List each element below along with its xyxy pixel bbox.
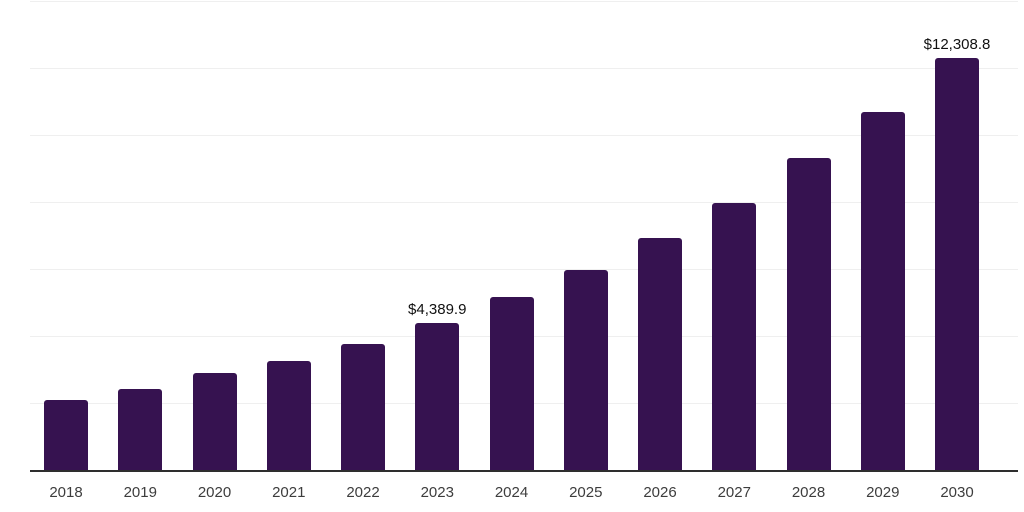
x-tick-label-2030: 2030 xyxy=(940,484,974,501)
x-tick-label-2026: 2026 xyxy=(643,484,677,501)
bar-2026 xyxy=(638,238,682,471)
gridline-14000 xyxy=(30,1,1018,2)
x-tick-label-2018: 2018 xyxy=(49,484,83,501)
bar-2023 xyxy=(415,322,460,471)
x-tick-label-2029: 2029 xyxy=(866,484,900,501)
gridline-12000 xyxy=(30,68,1018,69)
x-tick-label-2020: 2020 xyxy=(197,484,232,501)
x-tick-label-2019: 2019 xyxy=(123,484,157,501)
value-label-2030: $12,308.8 xyxy=(923,35,991,53)
bar-2025 xyxy=(563,269,608,471)
bar-2029 xyxy=(860,111,905,471)
bar-2024 xyxy=(489,296,534,471)
x-tick-label-2028: 2028 xyxy=(791,484,826,501)
bar-2022 xyxy=(341,343,385,471)
gridline-6000 xyxy=(30,269,1018,270)
bar-2020 xyxy=(192,372,237,471)
plot-area: $4,389.9 $12,308.8 xyxy=(30,0,1018,512)
bar-2019 xyxy=(118,388,163,471)
value-label-2023: $4,389.9 xyxy=(408,300,467,318)
bar-2030 xyxy=(935,57,979,471)
gridline-10000 xyxy=(30,135,1018,136)
x-tick-label-2025: 2025 xyxy=(569,484,603,501)
bar-2027 xyxy=(712,203,757,471)
bar-2028 xyxy=(786,158,831,471)
bar-2018 xyxy=(44,399,88,471)
gridline-8000 xyxy=(30,202,1018,203)
x-tick-label-2024: 2024 xyxy=(494,484,529,501)
x-tick-label-2023: 2023 xyxy=(420,484,454,501)
x-tick-label-2021: 2021 xyxy=(272,484,306,501)
x-tick-label-2027: 2027 xyxy=(717,484,751,501)
bar-2021 xyxy=(266,360,311,471)
x-axis-line xyxy=(30,470,1018,472)
x-tick-label-2022: 2022 xyxy=(346,484,380,501)
